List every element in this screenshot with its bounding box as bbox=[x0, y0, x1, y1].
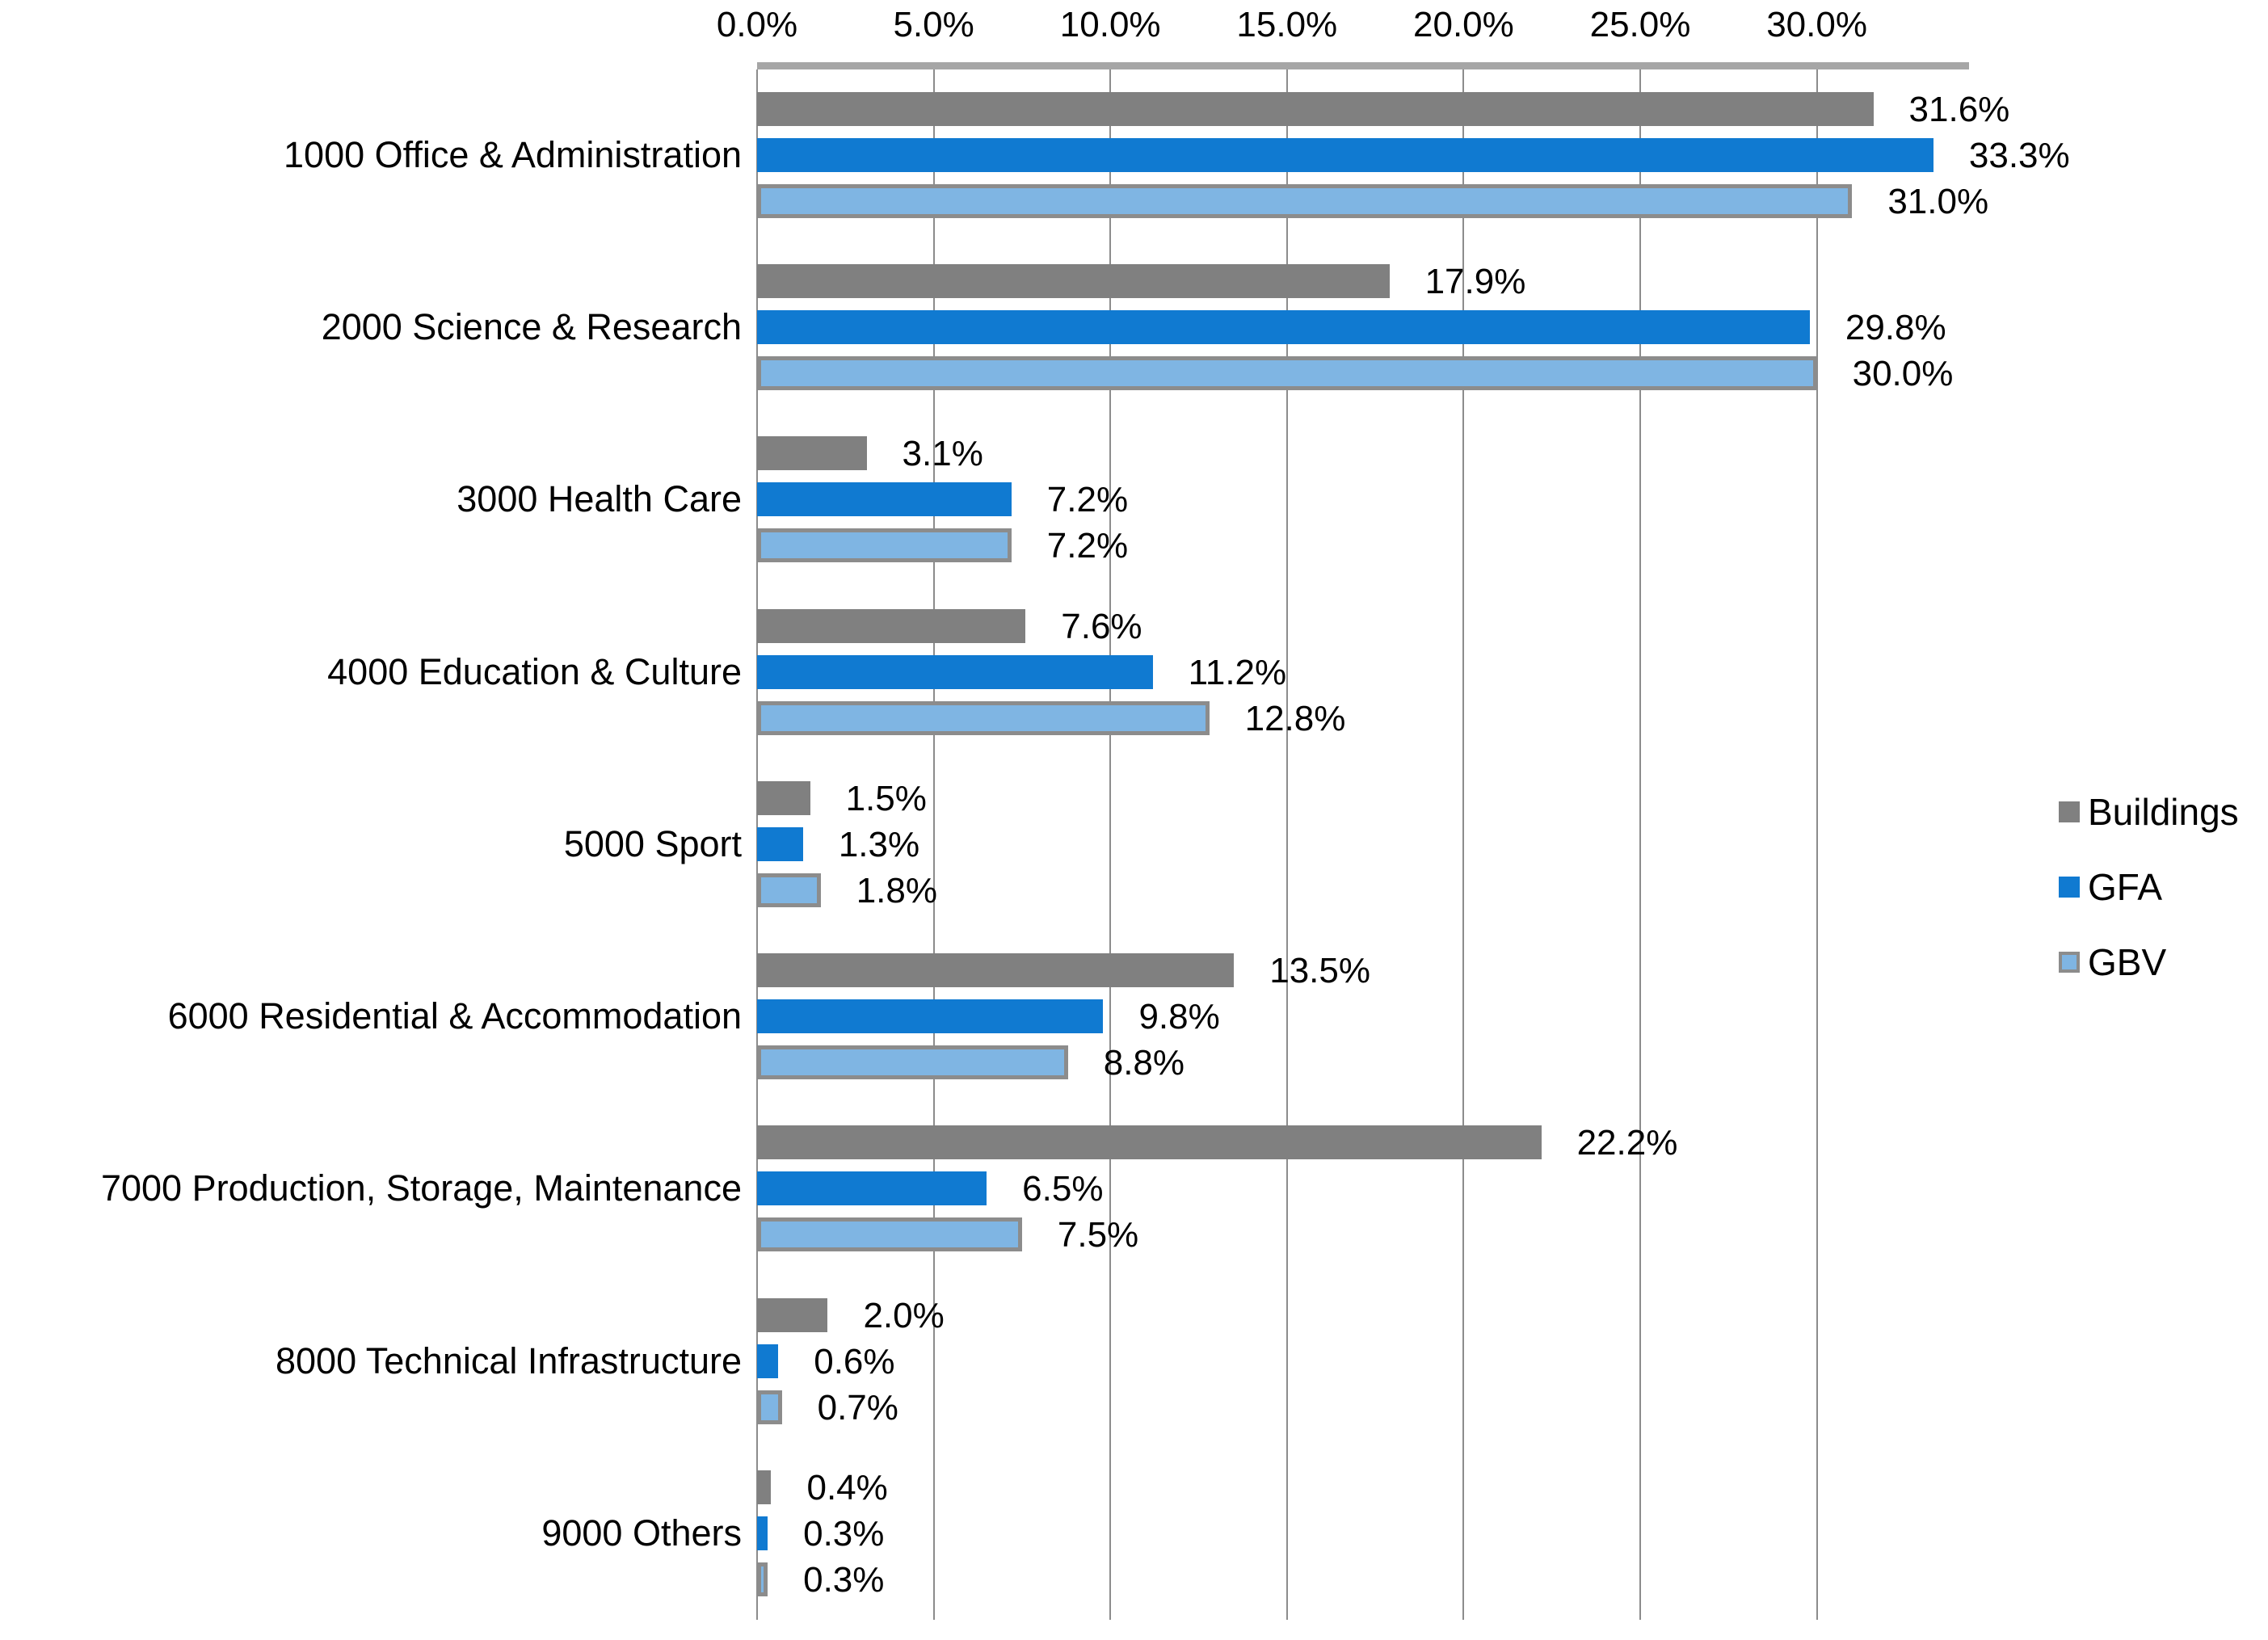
legend-item-gfa: GFA bbox=[2059, 863, 2239, 911]
legend-item-buildings: Buildings bbox=[2059, 788, 2239, 836]
value-label: 31.6% bbox=[1908, 90, 2010, 129]
value-label: 30.0% bbox=[1852, 354, 1954, 394]
value-label: 11.2% bbox=[1188, 652, 1287, 692]
bar-gbv bbox=[757, 184, 1853, 218]
x-axis-tick-label: 25.0% bbox=[1589, 5, 1691, 44]
buildings-swatch-icon bbox=[2059, 801, 2080, 822]
x-axis-tick-label: 10.0% bbox=[1059, 5, 1161, 44]
value-label: 6.5% bbox=[1022, 1169, 1104, 1209]
value-label: 1.3% bbox=[838, 824, 920, 864]
x-axis-tick-label: 30.0% bbox=[1766, 5, 1867, 44]
bar-gbv bbox=[757, 1217, 1022, 1252]
category-label: 3000 Health Care bbox=[457, 478, 742, 520]
bar-buildings bbox=[757, 608, 1026, 643]
bar-buildings bbox=[757, 780, 810, 815]
x-axis-tick-label: 20.0% bbox=[1413, 5, 1514, 44]
category-label: 5000 Sport bbox=[563, 822, 742, 864]
bar-gbv bbox=[757, 528, 1012, 563]
category-label: 7000 Production, Storage, Maintenance bbox=[100, 1167, 742, 1209]
value-label: 0.4% bbox=[806, 1467, 888, 1508]
bar-buildings bbox=[757, 1470, 772, 1504]
gridline bbox=[1816, 69, 1818, 1620]
value-label: 0.3% bbox=[803, 1513, 885, 1554]
value-label: 8.8% bbox=[1103, 1043, 1185, 1083]
gfa-swatch-icon bbox=[2059, 877, 2080, 898]
x-axis-line bbox=[757, 62, 1969, 69]
bar-gfa bbox=[757, 999, 1104, 1034]
bar-gfa bbox=[757, 138, 1933, 172]
bar-gfa bbox=[757, 1171, 987, 1206]
value-label: 1.8% bbox=[856, 870, 937, 910]
bar-gbv bbox=[757, 1045, 1068, 1080]
gridline bbox=[1462, 69, 1465, 1620]
value-label: 7.6% bbox=[1061, 606, 1142, 646]
value-label: 7.5% bbox=[1057, 1215, 1139, 1255]
gridline bbox=[1285, 69, 1288, 1620]
bar-buildings bbox=[757, 264, 1390, 299]
value-label: 29.8% bbox=[1845, 308, 1946, 348]
bar-buildings bbox=[757, 953, 1235, 988]
bar-gfa bbox=[757, 1516, 768, 1550]
bar-buildings bbox=[757, 1125, 1542, 1160]
legend-item-gbv: GBV bbox=[2059, 938, 2239, 986]
bar-gbv bbox=[757, 1390, 782, 1424]
category-label: 1000 Office & Administration bbox=[284, 134, 742, 175]
x-axis-tick-label: 15.0% bbox=[1236, 5, 1338, 44]
bar-buildings bbox=[757, 436, 867, 471]
category-label: 2000 Science & Research bbox=[321, 306, 742, 348]
value-label: 1.5% bbox=[845, 778, 927, 818]
bar-gbv bbox=[757, 1562, 768, 1596]
bar-gbv bbox=[757, 356, 1817, 391]
bar-gfa bbox=[757, 482, 1012, 517]
value-label: 9.8% bbox=[1138, 997, 1220, 1037]
bar-gfa bbox=[757, 826, 803, 861]
legend-label-gfa: GFA bbox=[2088, 866, 2163, 908]
bar-gbv bbox=[757, 700, 1210, 735]
value-label: 33.3% bbox=[1968, 136, 2070, 175]
gbv-swatch-icon bbox=[2059, 952, 2080, 973]
bar-gfa bbox=[757, 654, 1153, 689]
value-label: 0.7% bbox=[817, 1387, 898, 1428]
gridline bbox=[932, 69, 935, 1620]
category-label: 6000 Residential & Accommodation bbox=[167, 995, 742, 1037]
value-label: 17.9% bbox=[1424, 262, 1526, 302]
bar-gbv bbox=[757, 873, 821, 907]
value-label: 12.8% bbox=[1244, 698, 1346, 738]
bar-buildings bbox=[757, 92, 1874, 126]
value-label: 7.2% bbox=[1046, 526, 1129, 566]
value-label: 2.0% bbox=[863, 1295, 945, 1335]
bar-gfa bbox=[757, 310, 1810, 345]
bar-gfa bbox=[757, 1344, 779, 1378]
value-label: 22.2% bbox=[1576, 1123, 1678, 1163]
legend-label-gbv: GBV bbox=[2088, 941, 2167, 983]
value-label: 0.6% bbox=[814, 1341, 895, 1381]
value-label: 13.5% bbox=[1269, 951, 1370, 991]
x-axis-tick-label: 5.0% bbox=[893, 5, 974, 44]
value-label: 3.1% bbox=[902, 434, 983, 474]
category-label: 9000 Others bbox=[541, 1512, 742, 1554]
value-label: 7.2% bbox=[1046, 480, 1129, 520]
gridline bbox=[1109, 69, 1112, 1620]
gridline bbox=[1639, 69, 1641, 1620]
legend: Buildings GFA GBV bbox=[2059, 788, 2239, 1013]
legend-label-buildings: Buildings bbox=[2088, 791, 2239, 833]
value-label: 0.3% bbox=[803, 1559, 885, 1600]
category-label: 8000 Technical Infrastructure bbox=[275, 1339, 742, 1381]
bar-buildings bbox=[757, 1297, 828, 1332]
value-label: 31.0% bbox=[1887, 182, 1989, 221]
x-axis-tick-label: 0.0% bbox=[716, 5, 798, 44]
category-label: 4000 Education & Culture bbox=[327, 650, 742, 692]
